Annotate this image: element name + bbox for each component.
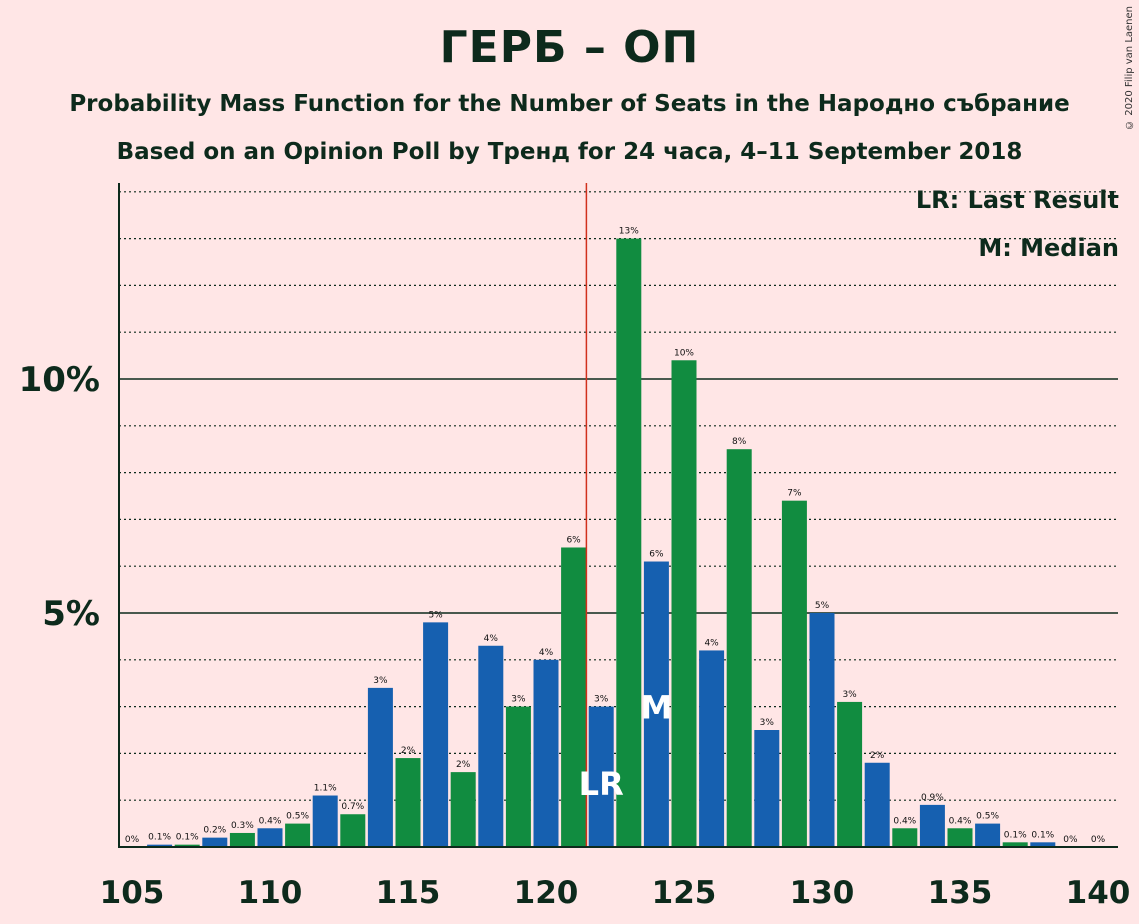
bar-label-138: 0.1% [1031, 830, 1054, 840]
bar-label-128: 3% [760, 718, 775, 728]
bar-label-122: 3% [594, 695, 609, 705]
median-marker: M [640, 689, 672, 727]
bar-seat-119 [505, 706, 531, 847]
bar-seat-129 [781, 500, 807, 847]
chart-source: Based on an Opinion Poll by Тренд for 24… [116, 139, 1023, 165]
x-tick-label: 130 [790, 875, 855, 911]
bar-seat-127 [726, 449, 752, 847]
bar-seat-128 [754, 730, 780, 847]
bar-seat-117 [450, 772, 476, 847]
bar-label-130: 5% [815, 601, 830, 611]
bar-label-117: 2% [456, 760, 471, 770]
x-tick-label: 125 [652, 875, 717, 911]
x-tick-label: 135 [928, 875, 993, 911]
x-tick-label: 105 [100, 875, 165, 911]
bar-label-107: 0.1% [176, 833, 199, 843]
bar-seat-114 [367, 687, 393, 847]
bar-seat-131 [837, 701, 863, 847]
bar-seat-111 [285, 823, 311, 847]
bar-seat-123 [616, 238, 642, 848]
bar-label-123: 13% [619, 227, 639, 237]
x-tick-label: 110 [238, 875, 303, 911]
bar-label-127: 8% [732, 437, 747, 447]
bar-label-106: 0.1% [148, 833, 171, 843]
bar-seat-118 [478, 645, 504, 847]
bar-label-137: 0.1% [1004, 830, 1027, 840]
bar-seat-106 [147, 844, 173, 847]
bar-seat-137 [1002, 842, 1028, 847]
bar-seat-116 [423, 622, 449, 847]
bar-seat-109 [229, 832, 255, 847]
bar-label-125: 10% [674, 348, 694, 358]
bar-label-110: 0.4% [259, 816, 282, 826]
bar-label-124: 6% [649, 550, 664, 560]
bar-seat-132 [864, 762, 890, 847]
bar-seat-134 [919, 804, 945, 847]
bar-seat-130 [809, 613, 835, 847]
bar-seat-121 [561, 547, 587, 847]
bar-label-112: 1.1% [314, 784, 337, 794]
bar-label-134: 0.9% [921, 793, 944, 803]
bar-label-111: 0.5% [286, 812, 309, 822]
bar-seat-133 [892, 828, 918, 847]
legend-median: M: Median [978, 234, 1119, 262]
bar-seat-108 [202, 837, 228, 847]
bar-seat-138 [1030, 842, 1056, 847]
last-result-marker: LR [579, 765, 624, 803]
bar-label-105: 0% [125, 835, 140, 845]
chart-title: ГЕРБ – ОП [439, 22, 700, 73]
legend-last-result: LR: Last Result [915, 186, 1119, 214]
bar-label-136: 0.5% [976, 812, 999, 822]
bar-label-121: 6% [566, 535, 581, 545]
bar-label-129: 7% [787, 489, 802, 499]
bar-label-113: 0.7% [341, 802, 364, 812]
bar-seat-124 [643, 561, 669, 847]
bar-seat-135 [947, 828, 973, 847]
bar-label-109: 0.3% [231, 821, 254, 831]
bar-label-119: 3% [511, 695, 526, 705]
bar-seat-113 [340, 814, 366, 847]
bar-label-114: 3% [373, 676, 388, 686]
bar-seat-126 [699, 650, 725, 847]
bar-label-140: 0% [1091, 835, 1106, 845]
bar-seat-110 [257, 828, 283, 847]
chart-subtitle: Probability Mass Function for the Number… [69, 91, 1070, 117]
bar-seat-115 [395, 758, 421, 847]
bar-label-118: 4% [484, 634, 499, 644]
bar-label-120: 4% [539, 648, 554, 658]
bar-label-133: 0.4% [893, 816, 916, 826]
y-tick-label: 5% [42, 594, 100, 634]
bar-label-126: 4% [704, 638, 719, 648]
bar-label-132: 2% [870, 751, 885, 761]
bar-seat-136 [975, 823, 1001, 847]
x-tick-label: 120 [514, 875, 579, 911]
bar-label-135: 0.4% [949, 816, 972, 826]
bar-label-115: 2% [401, 746, 416, 756]
x-tick-label: 140 [1066, 875, 1131, 911]
bar-label-108: 0.2% [203, 826, 226, 836]
bar-seat-125 [671, 360, 697, 847]
bar-label-131: 3% [842, 690, 857, 700]
bar-seat-120 [533, 659, 559, 847]
bar-seat-122 [588, 706, 614, 847]
bar-seat-107 [174, 844, 200, 847]
y-tick-label: 10% [19, 360, 100, 400]
bar-label-139: 0% [1063, 835, 1078, 845]
x-tick-label: 115 [376, 875, 441, 911]
bar-label-116: 5% [428, 610, 443, 620]
bar-seat-112 [312, 795, 338, 847]
